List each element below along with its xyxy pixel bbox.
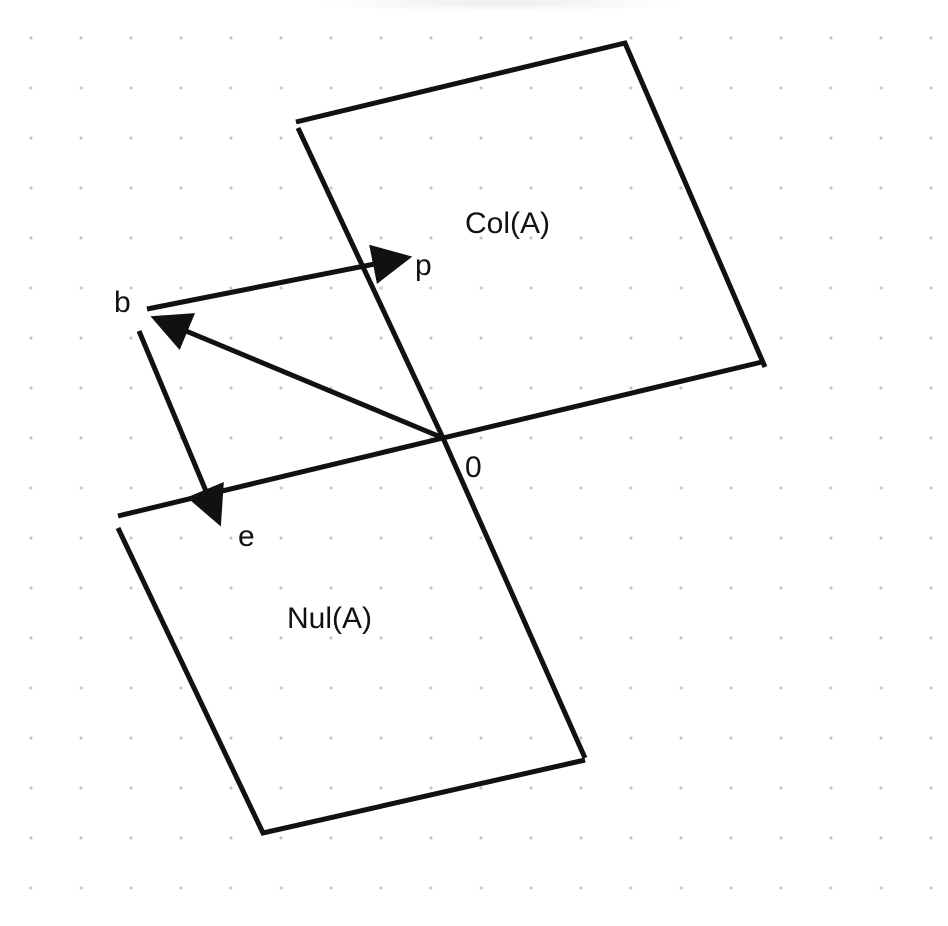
vector-e-label: e [238, 520, 255, 553]
col-space-plane-edge-left [295, 126, 446, 440]
origin-label: 0 [465, 451, 482, 484]
col-space-plane [295, 40, 768, 368]
null-space-plane [115, 526, 586, 836]
vector-b-label: b [114, 286, 131, 319]
top-shadow [310, 0, 690, 12]
null-space-plane-edge-top [117, 435, 444, 519]
vector-e-arrow [136, 330, 224, 527]
vector-b-arrow [150, 313, 444, 441]
vector-p-label: p [415, 249, 432, 282]
col-space-plane-edge-bottom [442, 359, 763, 441]
null-space-plane-edge-right [440, 436, 588, 760]
col-space-label: Col(A) [465, 207, 550, 240]
null-space-label: Nul(A) [287, 602, 372, 635]
vector-p-arrow [146, 244, 413, 312]
